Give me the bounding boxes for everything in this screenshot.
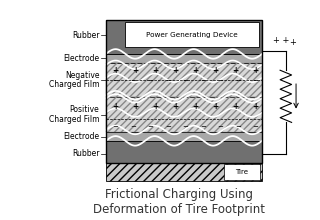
- Bar: [106, 163, 262, 181]
- Bar: [125, 22, 259, 48]
- Text: −: −: [165, 78, 171, 84]
- Text: Rubber: Rubber: [72, 31, 100, 40]
- Bar: [106, 63, 262, 97]
- Text: +: +: [252, 102, 259, 111]
- Text: Frictional Charging Using
Deformation of Tire Footprint: Frictional Charging Using Deformation of…: [93, 188, 265, 216]
- Text: −: −: [218, 124, 223, 130]
- Bar: [106, 63, 262, 97]
- Text: +: +: [112, 66, 118, 75]
- Bar: [106, 20, 262, 163]
- Bar: [106, 54, 262, 63]
- Text: −: −: [200, 124, 206, 130]
- Text: +: +: [132, 102, 139, 111]
- Text: +: +: [212, 102, 219, 111]
- Text: Electrode: Electrode: [63, 54, 100, 63]
- Text: +: +: [132, 66, 139, 75]
- Text: −: −: [182, 78, 188, 84]
- Text: −: −: [130, 124, 136, 130]
- Text: −: −: [253, 78, 259, 84]
- Text: −: −: [218, 78, 223, 84]
- Bar: [106, 132, 262, 141]
- Text: +: +: [112, 102, 118, 111]
- Text: −: −: [235, 78, 241, 84]
- Text: +: +: [289, 38, 296, 48]
- Text: Rubber: Rubber: [72, 149, 100, 158]
- Text: +: +: [152, 102, 159, 111]
- Text: −: −: [130, 78, 136, 84]
- Bar: [106, 141, 262, 163]
- Text: −: −: [112, 124, 118, 130]
- Text: Electrode: Electrode: [63, 132, 100, 141]
- Text: +: +: [172, 102, 179, 111]
- Text: Power Generating Device: Power Generating Device: [146, 32, 238, 38]
- Text: −: −: [112, 78, 118, 84]
- Text: −: −: [148, 124, 153, 130]
- Text: −: −: [253, 124, 259, 130]
- Text: +: +: [192, 102, 199, 111]
- Text: +: +: [152, 66, 159, 75]
- Bar: [106, 97, 262, 132]
- Text: +: +: [232, 102, 239, 111]
- Bar: [106, 97, 262, 132]
- Text: −: −: [182, 124, 188, 130]
- Text: +: +: [192, 66, 199, 75]
- Text: −: −: [200, 78, 206, 84]
- Text: Tire: Tire: [236, 169, 249, 175]
- Text: −: −: [148, 78, 153, 84]
- Text: +: +: [232, 66, 239, 75]
- Text: +: +: [172, 66, 179, 75]
- Text: +: +: [252, 66, 259, 75]
- Bar: [224, 164, 260, 180]
- Bar: [106, 20, 262, 54]
- Text: −: −: [235, 124, 241, 130]
- Text: Negative
Charged Film: Negative Charged Film: [49, 71, 100, 89]
- Text: Positive
Charged Film: Positive Charged Film: [49, 105, 100, 124]
- Text: + +: + +: [273, 36, 289, 45]
- Text: +: +: [212, 66, 219, 75]
- Text: −: −: [165, 124, 171, 130]
